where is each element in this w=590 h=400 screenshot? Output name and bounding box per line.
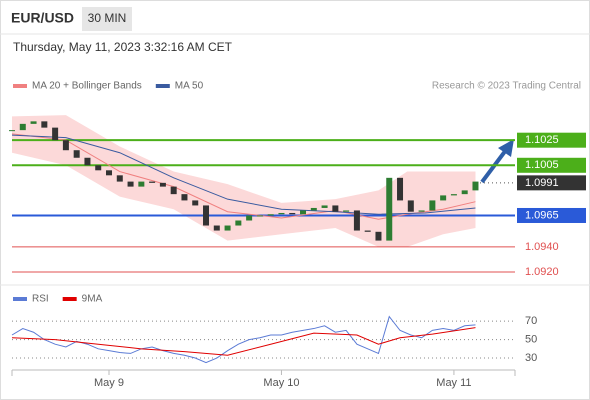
level-label: 1.0920 xyxy=(525,266,559,278)
level-box xyxy=(517,132,586,148)
candle xyxy=(321,205,328,208)
candle xyxy=(332,205,339,212)
candle xyxy=(289,212,296,215)
level-label: 1.1025 xyxy=(525,134,559,146)
candle xyxy=(95,165,102,171)
legend-swatch xyxy=(13,84,27,88)
candle xyxy=(62,140,69,151)
x-tick-label: May 11 xyxy=(436,377,471,389)
candle xyxy=(375,231,382,241)
legend-label: MA 20 + Bollinger Bands xyxy=(32,81,142,92)
candle xyxy=(246,215,253,221)
legend-label: 9MA xyxy=(82,294,103,305)
candle xyxy=(181,194,188,201)
credit: Research © 2023 Trading Central xyxy=(432,81,581,92)
candle xyxy=(149,181,156,183)
candle xyxy=(440,195,447,201)
candle xyxy=(450,194,457,196)
candle xyxy=(84,157,91,166)
candle xyxy=(30,121,37,124)
legend-label: MA 50 xyxy=(175,81,204,92)
candle xyxy=(461,190,468,195)
forecast-arrow-head xyxy=(498,139,514,157)
candle xyxy=(397,177,404,201)
candle xyxy=(256,215,263,217)
candle xyxy=(407,200,414,212)
ma-line xyxy=(11,133,476,220)
timestamp: Thursday, May 11, 2023 3:32:16 AM CET xyxy=(13,40,233,54)
candle xyxy=(386,177,393,241)
candle xyxy=(213,225,220,231)
bollinger-band xyxy=(12,115,476,247)
y-tick-label: 50 xyxy=(525,334,537,346)
candle xyxy=(73,150,80,158)
candle xyxy=(343,210,350,212)
level-label: 1.0991 xyxy=(525,177,559,189)
ma-line xyxy=(11,134,476,215)
timeframe: 30 MIN xyxy=(88,11,127,25)
level-box xyxy=(517,207,586,223)
level-box xyxy=(517,175,586,191)
level-label: 1.0965 xyxy=(525,209,559,221)
candle xyxy=(127,181,134,187)
legend-swatch xyxy=(62,297,77,301)
candle xyxy=(235,220,242,226)
candle xyxy=(418,210,425,212)
indicator-line xyxy=(11,315,476,364)
legend-label: RSI xyxy=(32,294,49,305)
candle xyxy=(429,200,436,211)
candle xyxy=(170,186,177,195)
candle xyxy=(159,182,166,187)
candle xyxy=(300,210,307,215)
timeframe-badge xyxy=(82,7,132,31)
candle xyxy=(472,181,479,191)
candle xyxy=(364,230,371,232)
level-label: 1.1005 xyxy=(525,159,559,171)
y-tick-label: 70 xyxy=(525,315,537,327)
candle xyxy=(310,207,317,211)
x-tick-label: May 10 xyxy=(263,377,299,389)
symbol: EUR/USD xyxy=(11,10,74,26)
candle xyxy=(278,212,285,215)
level-label: 1.0940 xyxy=(525,241,559,253)
x-tick-label: May 9 xyxy=(94,377,124,389)
candle xyxy=(19,123,26,131)
candle xyxy=(267,214,274,216)
candle xyxy=(353,210,360,231)
candle xyxy=(203,205,210,226)
legend-swatch xyxy=(155,84,170,88)
candle xyxy=(9,130,15,132)
candle xyxy=(106,170,113,176)
y-tick-label: 30 xyxy=(525,352,537,364)
legend-swatch xyxy=(13,297,27,301)
candle xyxy=(138,181,145,187)
candle xyxy=(116,175,123,182)
level-box xyxy=(517,157,586,173)
candle xyxy=(41,121,48,128)
indicator-line xyxy=(11,327,476,356)
candle xyxy=(224,225,231,231)
candle xyxy=(192,200,199,206)
candle xyxy=(52,127,59,141)
